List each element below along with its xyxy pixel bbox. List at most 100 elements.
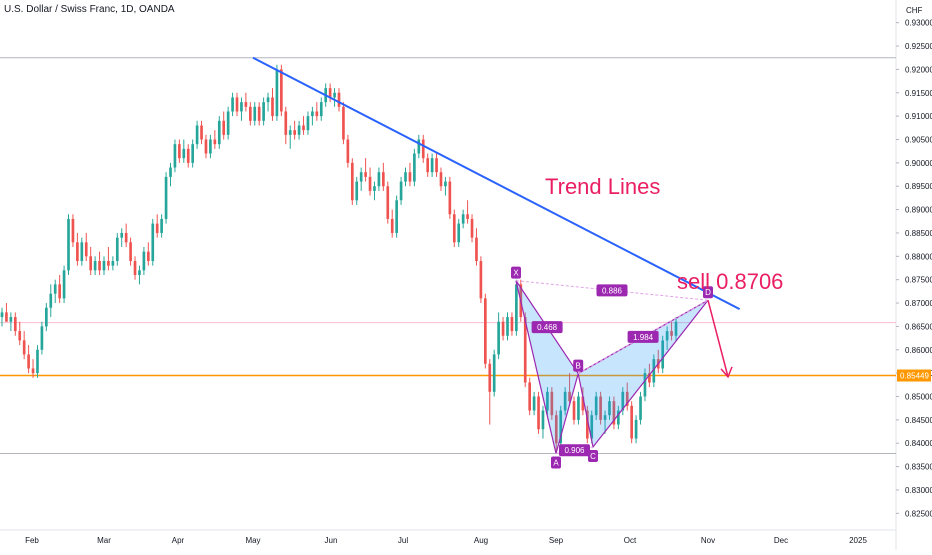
y-tick-label: 0.89500 [905, 182, 932, 191]
candle-body [240, 102, 243, 112]
y-tick-label: 0.84500 [905, 416, 932, 425]
candle-body [133, 260, 137, 276]
candle-body [515, 284, 518, 332]
x-tick-label: Aug [474, 536, 488, 545]
candle-body [599, 396, 602, 420]
candle-body [319, 102, 323, 117]
ratio-label: 0.886 [602, 286, 623, 295]
y-tick-label: 0.89000 [905, 206, 932, 215]
candle-body [22, 340, 26, 355]
candle-body [284, 111, 288, 135]
candle-body [523, 317, 527, 383]
x-tick-label: Apr [172, 536, 185, 545]
y-tick-label: 0.91500 [905, 89, 932, 98]
candle-body [408, 172, 412, 182]
candle-body [457, 223, 461, 243]
candle-body [266, 97, 270, 103]
x-tick-label: Jul [398, 536, 408, 545]
candle-body [173, 144, 177, 168]
candle-body [670, 331, 673, 336]
candle-body [621, 391, 625, 411]
pattern-point-c-badge [588, 449, 598, 462]
y-tick-label: 0.90000 [905, 159, 932, 168]
candle-body [191, 144, 195, 163]
candle-body [497, 321, 500, 355]
candle-body [67, 218, 70, 271]
candle-body [674, 321, 678, 336]
candle-body [537, 396, 540, 430]
plot-area [0, 0, 896, 550]
ratio-badge [531, 321, 563, 334]
candle-body [413, 153, 416, 182]
x-tick-label: Jun [325, 536, 338, 545]
pattern-point-x-badge [511, 266, 521, 279]
candle-body [164, 176, 168, 219]
candle-body [280, 69, 283, 112]
y-tick-label: 0.90500 [905, 136, 932, 145]
candle-body [262, 102, 265, 121]
candle-body [452, 214, 456, 243]
candle-body [306, 116, 310, 131]
candle-body [226, 111, 230, 135]
candle-body [213, 139, 217, 145]
candle-body [568, 391, 571, 402]
candle-body [661, 340, 665, 369]
candle-body [346, 139, 350, 163]
candle-body [417, 139, 421, 154]
y-tick-label: 0.92000 [905, 65, 932, 74]
candle-body [435, 158, 438, 173]
pattern-point-a-label: A [553, 459, 559, 468]
candle-body [204, 139, 208, 154]
candle-body [293, 130, 296, 135]
candle-body [9, 317, 13, 322]
candle-body [648, 373, 651, 383]
candle-body [603, 415, 607, 420]
pattern-point-b-label: B [576, 362, 581, 371]
candle-body [382, 172, 385, 187]
candle-body [31, 368, 35, 374]
x-tick-label: Nov [701, 536, 715, 545]
candle-body [470, 218, 474, 238]
pattern-point-b-badge [573, 359, 584, 372]
sell-arrow-head [720, 366, 733, 379]
candle-body [488, 363, 492, 392]
x-tick-label: 2025 [849, 536, 867, 545]
candle-body [222, 120, 226, 135]
candle-body [257, 106, 261, 121]
candle-body [559, 410, 563, 444]
candle-body [350, 162, 354, 201]
x-tick-label: Sep [549, 536, 564, 545]
y-tick-label: 0.88500 [905, 229, 932, 238]
candle-body [643, 373, 647, 397]
candle-body [634, 419, 638, 439]
candle-body [186, 148, 190, 163]
candle-body [479, 260, 483, 299]
candle-body [333, 92, 336, 98]
candle-body [155, 223, 159, 233]
candle-body [506, 317, 509, 336]
candle-body [630, 405, 633, 439]
candle-body [386, 186, 390, 219]
candle-body [58, 284, 61, 299]
candle-body [395, 200, 398, 233]
candle-body [426, 158, 430, 173]
candle-body [639, 396, 642, 420]
candle-body [53, 284, 57, 294]
pattern-point-a-badge [551, 456, 561, 469]
candle-body [466, 214, 469, 219]
candle-body [71, 218, 75, 243]
candle-body [581, 396, 585, 411]
current-price-label: 0.85449 [900, 372, 929, 381]
candle-body [315, 111, 319, 117]
candle-body [89, 256, 93, 271]
candle-body [364, 172, 367, 177]
candle-body [151, 223, 155, 261]
candle-body [138, 270, 141, 276]
candle-body [13, 317, 17, 332]
candle-body [590, 415, 594, 439]
ratio-label: 1.984 [633, 333, 654, 342]
candle-body [461, 214, 465, 224]
pattern-point-d-badge [703, 286, 713, 299]
x-tick-label: Feb [25, 536, 39, 545]
candle-body [532, 396, 536, 411]
